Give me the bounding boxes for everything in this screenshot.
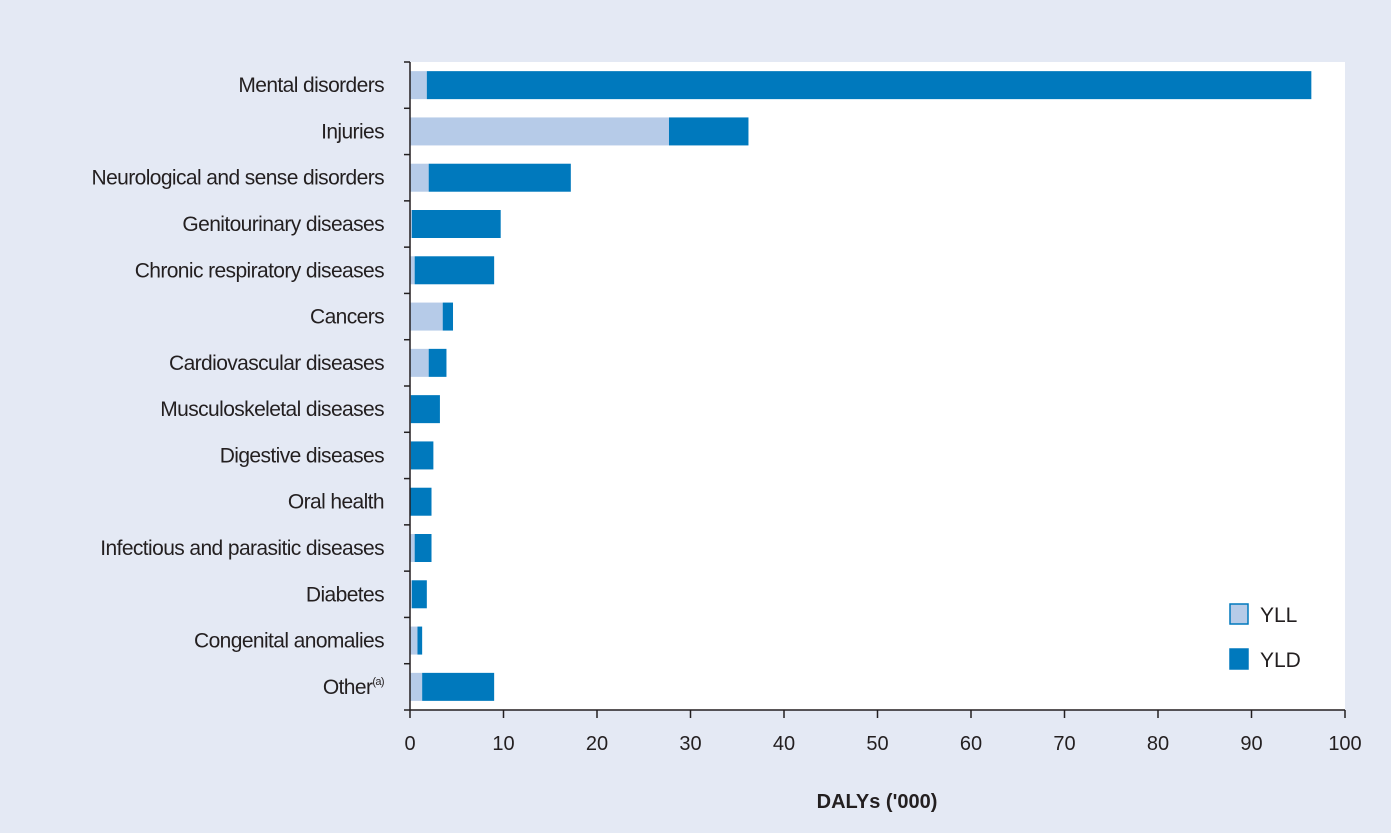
category-label: Mental disorders [238,74,384,97]
bar-yld-2 [428,163,571,192]
x-axis-title: DALYs ('000) [817,791,938,813]
category-label: Neurological and sense disorders [92,167,385,190]
category-label: Oral health [288,491,384,514]
bar-yll-4 [410,256,415,285]
legend-label-yld: YLD [1260,649,1301,672]
bar-yll-0 [410,71,427,100]
category-label: Musculoskeletal diseases [160,398,384,421]
bar-yll-6 [410,348,429,377]
legend: YLL YLD [1229,603,1301,672]
bar-yll-12 [410,626,418,655]
x-tick-label: 80 [1147,733,1169,755]
bar-yld-7 [410,395,440,424]
bar-yll-2 [410,163,429,192]
y-axis-ticks [404,61,410,711]
x-tick-label: 60 [960,733,982,755]
category-label: Injuries [321,120,384,143]
x-tick-label: 40 [773,733,795,755]
category-label: Other(a) [323,676,384,699]
bars-group [410,71,1312,701]
x-tick-label: 10 [492,733,514,755]
category-labels: Mental disorders Injuries Neurological and… [92,74,385,699]
bar-yld-12 [417,626,423,655]
category-label: Infectious and parasitic diseases [100,537,384,560]
bar-yld-8 [410,441,434,470]
bar-yld-13 [422,672,495,701]
x-tick-label: 30 [679,733,701,755]
legend-label-yll: YLL [1260,604,1297,627]
x-tick-label: 0 [404,733,415,755]
bar-yll-13 [410,672,423,701]
x-tick-label: 70 [1053,733,1075,755]
category-label: Congenital anomalies [194,630,384,653]
x-axis-ticks: 0 10 20 30 40 50 60 70 80 90 100 [404,710,1362,755]
category-label: Cancers [310,306,384,329]
category-footnote-marker: (a) [372,676,384,688]
bar-yld-10 [414,534,432,562]
bar-yld-5 [442,302,454,331]
category-label: Genitourinary diseases [182,213,384,236]
x-tick-label: 50 [866,733,888,755]
category-label: Diabetes [306,583,384,606]
bar-yll-5 [410,302,443,331]
bar-yld-11 [411,580,427,609]
x-tick-label: 90 [1240,733,1262,755]
bar-yld-4 [414,256,495,285]
category-label: Digestive diseases [220,444,384,467]
bar-yld-9 [410,487,432,516]
bar-yld-1 [668,117,749,146]
bar-yld-0 [426,71,1312,100]
bar-yll-1 [410,117,669,146]
legend-swatch-yll [1229,603,1249,625]
bar-yld-3 [411,210,501,238]
x-tick-label: 100 [1328,733,1361,755]
x-tick-label: 20 [586,733,608,755]
bar-yll-11 [410,580,412,609]
category-label: Cardiovascular diseases [169,352,384,375]
plot-area [410,62,1345,710]
bar-yld-6 [428,348,447,377]
legend-swatch-yld [1229,648,1249,670]
category-label: Chronic respiratory diseases [135,259,384,282]
bar-yll-10 [410,534,415,562]
bar-yll-3 [410,210,412,238]
